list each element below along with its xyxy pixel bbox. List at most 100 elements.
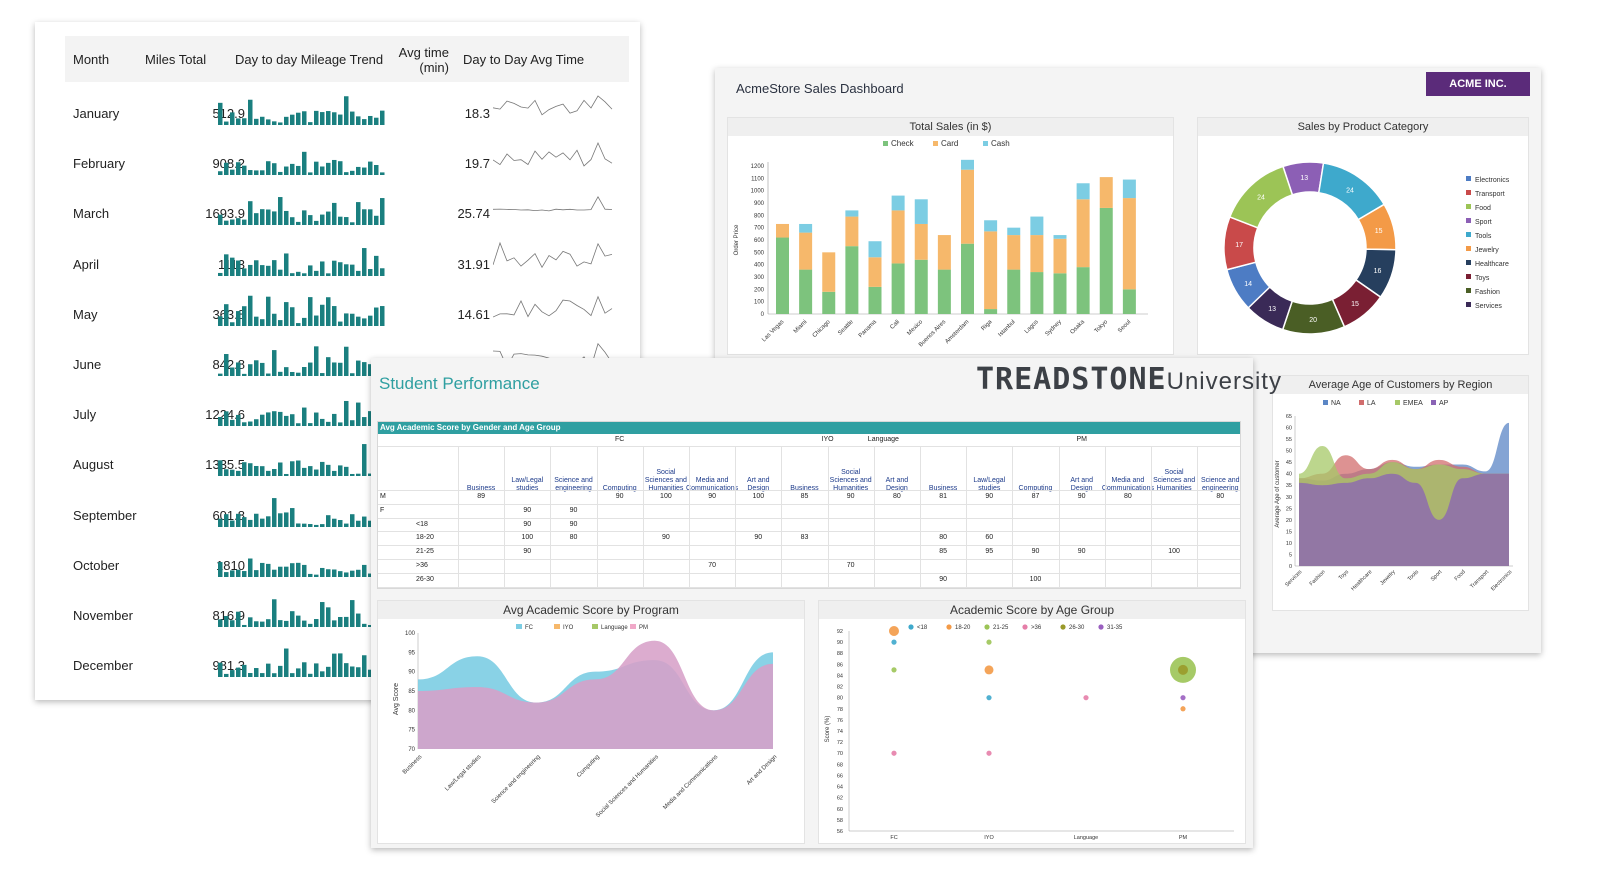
spark-bar [326,211,331,226]
sales-bar-check[interactable] [1030,272,1044,314]
sales-bar-card[interactable] [1099,177,1113,208]
y-tick: 100 [405,631,416,637]
sales-bar-cash[interactable] [799,223,813,233]
sales-bar-check[interactable] [1076,267,1090,314]
sales-bar-card[interactable] [961,169,974,244]
sales-bar-check[interactable] [799,269,813,314]
grid-line [378,531,1240,533]
spark-bar [308,466,313,477]
sales-bar-card[interactable] [1053,238,1067,274]
sales-bar-card[interactable] [799,232,813,270]
scatter-point[interactable] [1180,706,1186,712]
sales-bar-check[interactable] [984,309,998,314]
x-tick: Seattle [837,319,855,337]
scatter-point[interactable] [986,750,992,756]
spark-bar [344,467,349,477]
mileage-row: March 1693.9 25.74 [73,192,633,242]
avg-time-line [493,142,613,167]
area-ap[interactable] [1299,473,1509,566]
sales-bar-check[interactable] [776,237,789,314]
spark-bar [272,121,277,125]
sales-bar-check[interactable] [1007,269,1021,314]
legend-label: IYO [563,625,574,631]
pivot-cell: 80 [1216,493,1225,500]
spark-bar [272,569,277,577]
sales-bar-check[interactable] [914,259,928,314]
sales-bar-card[interactable] [891,210,905,264]
sales-bar-cash[interactable] [891,195,905,211]
sales-bar-check[interactable] [845,246,859,314]
scatter-point[interactable] [1083,695,1089,701]
spark-bar [272,313,277,326]
scatter-point[interactable] [984,665,994,675]
spark-bar [314,346,319,376]
scatter-point[interactable] [891,750,897,756]
sales-bar-check[interactable] [937,269,951,314]
sales-bar-check[interactable] [868,286,882,314]
sales-bar-cash[interactable] [1007,227,1021,236]
sales-bar-card[interactable] [914,223,928,260]
x-tick: FC [890,835,897,841]
sales-bar-cash[interactable] [1030,216,1044,236]
header-avg-time: Avg time (min) [398,45,449,75]
sales-bar-card[interactable] [1122,198,1136,290]
legend-label: Cash [991,139,1010,148]
month-name: August [73,457,114,473]
spark-bar [248,558,253,577]
spark-bar [302,662,307,678]
sales-bar-cash[interactable] [984,220,998,232]
sales-bar-check[interactable] [1099,207,1113,314]
sales-bar-cash[interactable] [1122,179,1136,199]
pivot-cell: 100 [1029,575,1042,583]
scatter-point[interactable] [891,639,897,645]
sales-bar-cash[interactable] [1053,235,1067,239]
x-tick: Transport [1469,569,1490,590]
y-tick: 75 [408,728,415,734]
scatter-point[interactable] [889,626,899,636]
sales-bar-cash[interactable] [868,241,882,258]
sales-bar-check[interactable] [1122,289,1136,314]
scatter-point[interactable] [986,695,992,701]
sales-bar-card[interactable] [868,257,882,287]
sales-bar-check[interactable] [961,243,974,314]
spark-bar [290,164,295,176]
scatter-point[interactable] [986,639,992,645]
spark-bar [218,662,223,678]
x-tick: IYO [984,835,994,841]
sales-bar-check[interactable] [822,291,836,314]
legend-swatch [1395,400,1400,405]
sales-bar-card[interactable] [1030,235,1044,273]
spark-bar [356,360,361,376]
sales-bar-card[interactable] [776,223,789,238]
spark-bar [302,367,307,376]
sales-bar-card[interactable] [1007,235,1021,270]
spark-bar [284,116,289,125]
sales-bar-card[interactable] [1076,199,1090,268]
sales-bar-check[interactable] [891,263,905,314]
spark-bar [278,412,283,427]
spark-bar [302,210,307,226]
pivot-column-header: Art and Design [1070,477,1093,492]
sales-bar-cash[interactable] [1076,183,1090,200]
sales-bar-cash[interactable] [914,199,928,224]
spark-bar [350,600,355,627]
sales-bar-card[interactable] [845,216,859,247]
sales-bar-check[interactable] [1053,273,1067,314]
area-pm[interactable] [418,640,773,749]
scatter-point[interactable] [1178,664,1188,675]
scatter-point[interactable] [891,667,897,673]
scatter-point[interactable] [1180,695,1186,701]
month-name: November [73,608,133,623]
sales-bar-card[interactable] [937,235,951,270]
sales-bar-cash[interactable] [845,210,859,217]
sales-bar-card[interactable] [822,252,836,292]
spark-bar [230,670,235,678]
spark-bar [266,265,271,276]
spark-bar [302,317,307,326]
sales-bar-card[interactable] [984,231,998,310]
y-tick: 85 [408,689,415,695]
spark-bar [296,271,301,276]
donut-slice[interactable] [1228,165,1294,229]
spark-bar [368,473,373,477]
sales-bar-cash[interactable] [961,159,974,170]
